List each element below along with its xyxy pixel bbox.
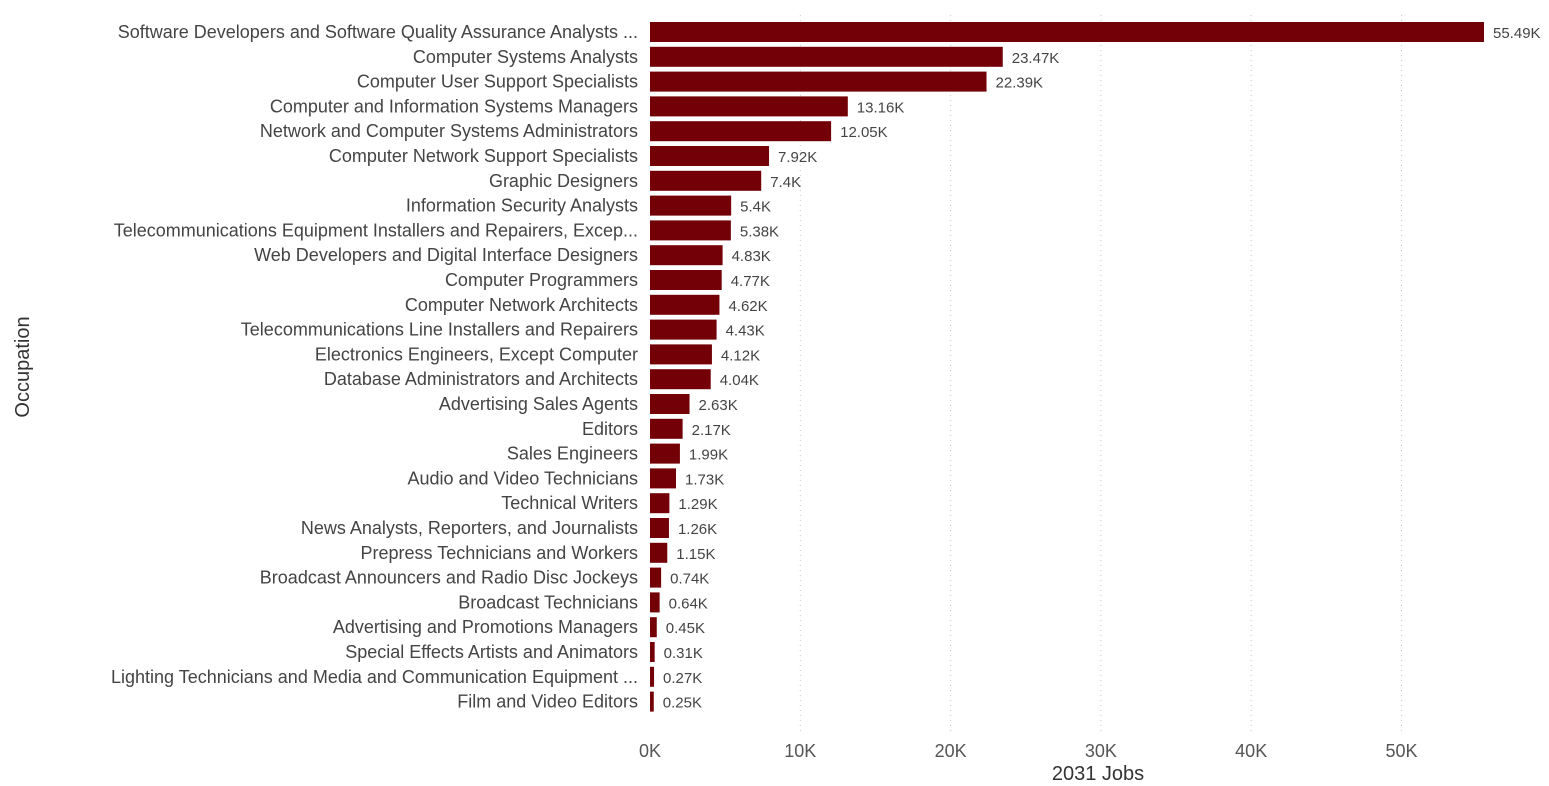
bar[interactable] [650, 642, 655, 662]
category-label: Web Developers and Digital Interface Des… [254, 245, 638, 265]
data-labels: 55.49K 23.47K 22.39K 13.16K 12.05K 7.92K 7.4K 5… [663, 25, 1541, 712]
data-label: 4.83K [732, 248, 771, 265]
bar[interactable] [650, 418, 683, 439]
category-label: Special Effects Artists and Animators [345, 642, 638, 662]
data-label: 0.64K [669, 595, 708, 612]
data-label: 2.17K [692, 422, 731, 439]
y-axis-title: Occupation [12, 316, 34, 417]
category-label: Computer and Information Systems Manager… [270, 96, 638, 116]
data-label: 4.62K [728, 298, 767, 315]
data-label: 2.63K [699, 397, 738, 414]
data-label: 23.47K [1012, 50, 1060, 67]
data-label: 0.25K [663, 695, 702, 712]
category-label: Database Administrators and Architects [324, 369, 638, 389]
data-label: 5.4K [740, 199, 771, 216]
data-label: 4.12K [721, 347, 760, 364]
data-label: 0.74K [670, 571, 709, 588]
data-label: 13.16K [857, 99, 905, 116]
data-label: 1.99K [689, 447, 728, 464]
data-label: 1.73K [685, 471, 724, 488]
category-label: Film and Video Editors [457, 692, 638, 712]
data-label: 1.26K [678, 521, 717, 538]
category-label: Telecommunications Equipment Installers … [114, 220, 638, 240]
bar[interactable] [650, 96, 848, 117]
x-tick-label: 10K [784, 741, 816, 761]
x-tick-label: 0K [639, 741, 661, 761]
bar[interactable] [650, 542, 668, 563]
data-label: 0.31K [664, 645, 703, 662]
data-label: 4.43K [726, 323, 765, 340]
category-label: Computer User Support Specialists [357, 72, 638, 92]
bar[interactable] [650, 443, 680, 464]
bar[interactable] [650, 468, 677, 489]
bar[interactable] [650, 691, 654, 712]
category-label: Information Security Analysts [406, 196, 638, 216]
bar[interactable] [650, 294, 720, 315]
bar[interactable] [650, 369, 711, 390]
bar[interactable] [650, 270, 722, 290]
bar[interactable] [650, 493, 670, 514]
x-tick-label: 30K [1085, 741, 1117, 761]
category-label: Advertising Sales Agents [439, 394, 638, 414]
bar[interactable] [650, 46, 1003, 67]
category-labels: Software Developers and Software Quality… [111, 22, 638, 712]
x-axis-ticks: 0K 10K 20K 30K 40K 50K [639, 741, 1418, 761]
category-label: Lighting Technicians and Media and Commu… [111, 667, 638, 687]
bar[interactable] [650, 146, 770, 166]
category-label: Software Developers and Software Quality… [118, 22, 638, 42]
bars-group [650, 22, 1485, 712]
category-label: Telecommunications Line Installers and R… [241, 320, 638, 340]
category-label: Technical Writers [501, 493, 638, 513]
data-label: 0.45K [666, 620, 705, 637]
bar[interactable] [650, 71, 987, 92]
data-label: 22.39K [996, 75, 1044, 92]
data-label: 55.49K [1493, 25, 1541, 42]
data-label: 12.05K [840, 124, 888, 141]
category-label: Computer Network Architects [405, 295, 638, 315]
bar[interactable] [650, 220, 731, 241]
x-tick-label: 20K [935, 741, 967, 761]
category-label: Editors [582, 419, 638, 439]
data-label: 4.04K [720, 372, 759, 389]
bar[interactable] [650, 344, 712, 365]
x-tick-label: 50K [1385, 741, 1417, 761]
data-label: 7.4K [770, 174, 801, 191]
category-label: Computer Network Support Specialists [329, 146, 638, 166]
data-label: 4.77K [731, 273, 770, 290]
x-axis-title: 2031 Jobs [1052, 763, 1144, 785]
bar[interactable] [650, 319, 717, 340]
data-label: 5.38K [740, 223, 779, 240]
data-label: 7.92K [778, 149, 817, 166]
data-label: 1.29K [678, 496, 717, 513]
bar[interactable] [650, 567, 662, 588]
bar[interactable] [650, 121, 832, 142]
category-label: Electronics Engineers, Except Computer [315, 344, 638, 364]
bar[interactable] [650, 617, 657, 638]
category-label: Prepress Technicians and Workers [361, 543, 638, 563]
bar[interactable] [650, 22, 1485, 42]
bar[interactable] [650, 394, 690, 414]
category-label: Network and Computer Systems Administrat… [260, 121, 638, 141]
category-label: Computer Systems Analysts [413, 47, 638, 67]
category-label: Computer Programmers [445, 270, 638, 290]
category-label: Broadcast Announcers and Radio Disc Jock… [260, 568, 638, 588]
data-label: 1.15K [676, 546, 715, 563]
category-label: News Analysts, Reporters, and Journalist… [301, 518, 638, 538]
data-label: 0.27K [663, 670, 702, 687]
gridlines [799, 15, 1402, 732]
bar[interactable] [650, 592, 660, 613]
bar[interactable] [650, 170, 762, 191]
category-label: Graphic Designers [489, 171, 638, 191]
category-label: Sales Engineers [507, 444, 638, 464]
bar[interactable] [650, 245, 723, 266]
bar[interactable] [650, 195, 732, 216]
category-label: Audio and Video Technicians [407, 468, 638, 488]
category-label: Advertising and Promotions Managers [333, 617, 638, 637]
x-tick-label: 40K [1235, 741, 1267, 761]
bar[interactable] [650, 666, 655, 687]
category-label: Broadcast Technicians [458, 592, 638, 612]
bar[interactable] [650, 518, 669, 538]
